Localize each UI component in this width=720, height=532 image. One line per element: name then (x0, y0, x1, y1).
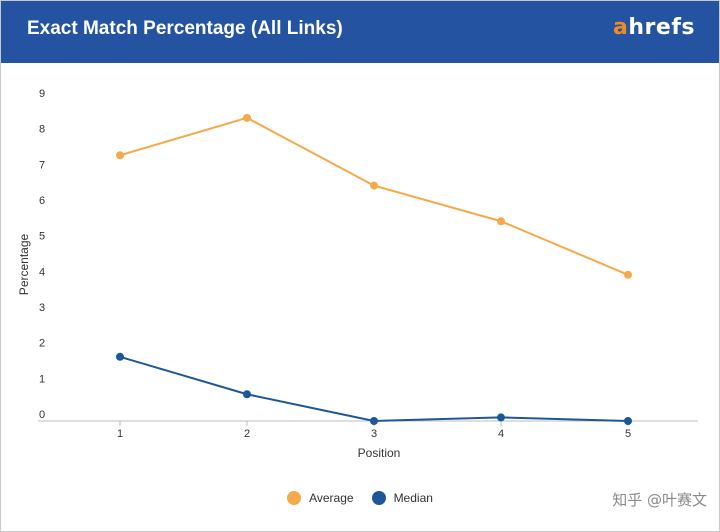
chart-header: Exact Match Percentage (All Links) ahref… (1, 1, 719, 63)
y-axis-title: Percentage (17, 233, 31, 295)
x-axis-title: Position (358, 446, 401, 460)
ahrefs-logo: ahrefs (613, 15, 695, 40)
x-tick-label: 3 (371, 428, 377, 440)
x-tick-label: 5 (625, 428, 631, 440)
data-point-average (243, 113, 251, 122)
y-tick-label: 6 (39, 195, 45, 207)
series-line-median (119, 355, 629, 422)
legend-label-median: Median (393, 491, 433, 505)
watermark: 知乎 @叶赛文 (612, 491, 707, 509)
data-point-median (624, 417, 632, 425)
legend-item-median: Median (371, 491, 433, 505)
data-point-median (243, 390, 251, 399)
y-tick-label: 9 (39, 88, 45, 100)
legend-marker-median (371, 491, 386, 505)
logo-accent-letter: a (613, 15, 629, 40)
data-point-median (497, 413, 505, 422)
chart-title: Exact Match Percentage (All Links) (27, 18, 343, 39)
data-point-median (116, 352, 124, 361)
x-tick-label: 2 (244, 428, 250, 440)
x-tick-label: 4 (498, 428, 504, 440)
data-point-average (370, 181, 378, 190)
x-tick-label: 1 (117, 428, 123, 440)
y-tick-label: 5 (39, 231, 45, 243)
y-tick-label: 8 (39, 124, 45, 136)
y-tick-label: 1 (39, 373, 45, 385)
legend-marker-average (287, 491, 302, 505)
data-point-median (370, 417, 378, 425)
chart-legend: Average Median (1, 488, 719, 508)
y-tick-label: 0 (39, 409, 45, 421)
data-point-average (116, 151, 124, 160)
data-point-average (624, 270, 632, 279)
legend-item-average: Average (287, 491, 354, 505)
data-point-average (497, 217, 505, 226)
legend-label-average: Average (309, 491, 354, 505)
y-tick-label: 3 (39, 302, 45, 314)
y-tick-label: 7 (39, 159, 45, 171)
y-tick-label: 4 (39, 266, 45, 278)
logo-text: hrefs (628, 15, 695, 40)
line-chart: 0 1 2 3 4 5 6 7 8 9 1 2 3 4 5 Position Percentage (17, 88, 698, 460)
y-tick-label: 2 (39, 338, 45, 350)
series-line-average (119, 116, 629, 276)
